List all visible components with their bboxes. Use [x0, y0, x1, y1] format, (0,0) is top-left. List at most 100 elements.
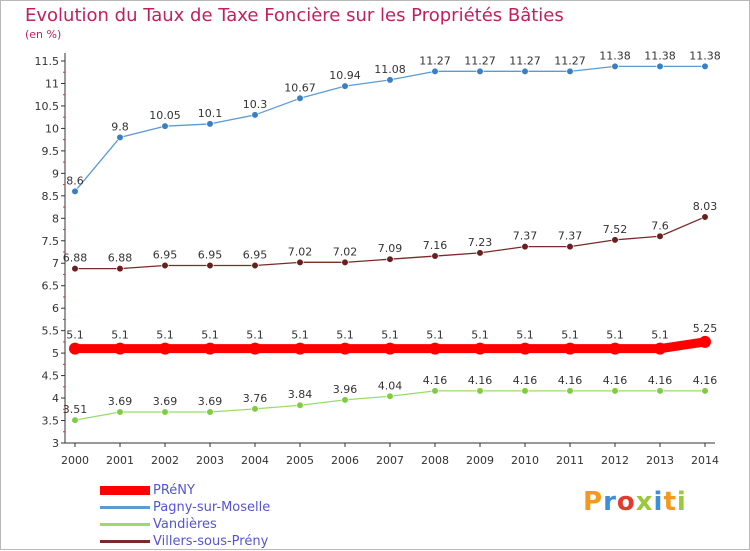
data-point-pagny-sur-moselle: [701, 62, 709, 70]
logo-letter: r: [603, 487, 617, 517]
data-point-pr-ny: [159, 342, 171, 355]
legend-label: Vandières: [153, 517, 217, 532]
data-label-villers-sous-pr-ny: 6.88: [63, 252, 88, 265]
data-point-pr-ny: [654, 342, 666, 355]
logo-letter: i: [676, 487, 687, 517]
data-point-pagny-sur-moselle: [251, 111, 259, 119]
y-tick-label: 4.5: [42, 370, 60, 383]
y-tick-label: 4: [52, 392, 59, 405]
data-point-villers-sous-pr-ny: [71, 265, 79, 273]
data-point-pr-ny: [204, 342, 216, 355]
data-label-pr-ny: 5.1: [471, 329, 489, 342]
data-point-villers-sous-pr-ny: [341, 258, 349, 266]
data-point-pagny-sur-moselle: [341, 82, 349, 90]
data-label-pr-ny: 5.1: [246, 329, 264, 342]
legend-label: Villers-sous-Prény: [153, 534, 269, 549]
y-axis-unit: (en %): [25, 28, 62, 41]
data-point-villers-sous-pr-ny: [521, 243, 529, 251]
data-label-vandi-res: 4.16: [648, 374, 673, 387]
data-point-pagny-sur-moselle: [521, 67, 529, 75]
data-point-villers-sous-pr-ny: [251, 261, 259, 270]
logo-letter: i: [653, 487, 664, 517]
legend-swatch: [100, 523, 150, 526]
data-point-vandi-res: [161, 408, 169, 416]
y-tick-label: 8.5: [42, 190, 60, 203]
data-point-vandi-res: [476, 387, 484, 395]
logo-letter: o: [616, 487, 636, 517]
data-point-pagny-sur-moselle: [611, 62, 619, 70]
data-label-vandi-res: 3.69: [153, 395, 178, 408]
data-label-vandi-res: 4.16: [603, 374, 628, 387]
data-point-pagny-sur-moselle: [71, 187, 79, 195]
data-point-vandi-res: [341, 396, 349, 404]
data-point-pr-ny: [294, 342, 306, 355]
data-point-pagny-sur-moselle: [206, 120, 214, 128]
data-label-pr-ny: 5.1: [561, 329, 579, 342]
data-label-pagny-sur-moselle: 10.05: [149, 109, 181, 122]
data-point-pagny-sur-moselle: [476, 67, 484, 75]
y-tick-label: 11.5: [35, 55, 60, 68]
data-label-pagny-sur-moselle: 10.1: [198, 107, 223, 120]
data-label-pagny-sur-moselle: 11.27: [464, 54, 496, 67]
y-tick-label: 6: [52, 302, 59, 315]
data-label-vandi-res: 3.96: [333, 383, 358, 396]
data-label-pr-ny: 5.1: [381, 329, 399, 342]
y-tick-label: 10: [45, 122, 59, 135]
x-tick-label: 2009: [466, 454, 494, 467]
x-tick-label: 2011: [556, 454, 584, 467]
proxiti-logo: Proxiti: [583, 487, 687, 517]
data-point-vandi-res: [431, 387, 439, 395]
data-point-pagny-sur-moselle: [656, 62, 664, 70]
data-label-pagny-sur-moselle: 11.27: [509, 54, 541, 67]
y-tick-label: 11: [45, 77, 59, 90]
data-label-vandi-res: 4.04: [378, 379, 403, 392]
data-point-villers-sous-pr-ny: [611, 236, 619, 244]
data-label-villers-sous-pr-ny: 7.16: [423, 239, 448, 252]
data-point-vandi-res: [296, 401, 304, 409]
data-label-vandi-res: 4.16: [468, 374, 493, 387]
x-tick-label: 2014: [691, 454, 719, 467]
data-point-vandi-res: [206, 408, 214, 416]
data-label-pr-ny: 5.1: [426, 329, 444, 342]
data-point-villers-sous-pr-ny: [566, 243, 574, 251]
data-label-villers-sous-pr-ny: 6.88: [108, 252, 133, 265]
data-label-pr-ny: 5.1: [111, 329, 129, 342]
data-label-villers-sous-pr-ny: 8.03: [693, 200, 718, 213]
data-label-villers-sous-pr-ny: 7.23: [468, 236, 493, 249]
data-point-vandi-res: [521, 387, 529, 395]
data-label-pagny-sur-moselle: 11.38: [599, 49, 631, 62]
y-tick-label: 8: [52, 212, 59, 225]
data-point-vandi-res: [566, 387, 574, 395]
data-point-pr-ny: [564, 342, 576, 355]
data-label-vandi-res: 3.76: [243, 392, 268, 405]
data-label-vandi-res: 3.51: [63, 403, 88, 416]
x-tick-label: 2004: [241, 454, 269, 467]
data-label-pagny-sur-moselle: 11.27: [554, 54, 586, 67]
y-tick-label: 3.5: [42, 415, 60, 428]
data-label-pr-ny: 5.1: [606, 329, 624, 342]
x-tick-label: 2013: [646, 454, 674, 467]
data-label-pagny-sur-moselle: 11.08: [374, 63, 406, 76]
legend-swatch: [100, 540, 150, 543]
series-lines: [69, 62, 711, 424]
logo-letter: P: [583, 487, 604, 517]
data-label-villers-sous-pr-ny: 7.09: [378, 242, 403, 255]
data-label-pagny-sur-moselle: 10.94: [329, 69, 361, 82]
data-label-pagny-sur-moselle: 10.3: [243, 98, 268, 111]
data-label-villers-sous-pr-ny: 7.52: [603, 223, 628, 236]
data-point-pagny-sur-moselle: [116, 133, 124, 141]
y-tick-label: 9.5: [42, 145, 60, 158]
data-label-vandi-res: 4.16: [558, 374, 583, 387]
data-point-villers-sous-pr-ny: [296, 258, 304, 266]
data-point-pagny-sur-moselle: [161, 122, 169, 130]
data-point-vandi-res: [611, 387, 619, 395]
data-label-pagny-sur-moselle: 11.38: [689, 49, 721, 62]
data-point-pr-ny: [429, 342, 441, 355]
legend-swatch: [100, 506, 150, 509]
x-tick-label: 2003: [196, 454, 224, 467]
data-point-pr-ny: [114, 342, 126, 355]
data-label-pagny-sur-moselle: 10.67: [284, 81, 316, 94]
data-point-pagny-sur-moselle: [386, 76, 394, 84]
